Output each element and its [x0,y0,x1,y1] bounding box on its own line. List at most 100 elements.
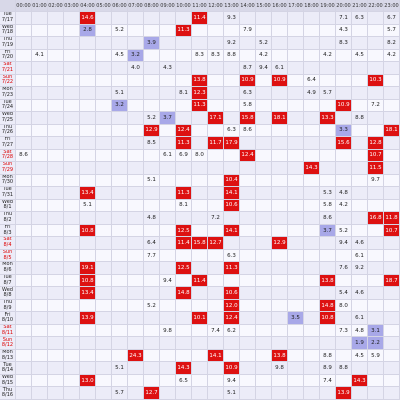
cell: 4.3 [160,62,176,75]
cell [240,262,256,275]
cell: 8.0 [336,299,352,313]
row-date: 7/19 [1,41,14,48]
row-day: Thu [2,124,13,130]
cell: 4.8 [352,324,368,338]
cell [128,237,144,250]
cell [48,299,64,313]
cell [272,49,288,63]
cell [272,187,288,200]
cell [176,62,192,75]
cell [128,212,144,225]
cell [128,12,144,25]
cell [176,299,192,313]
cell: 14.3 [304,162,320,175]
cell: 6.1 [352,249,368,263]
cell [16,287,32,300]
cell [240,187,256,200]
cell [144,324,160,338]
hour-header: 07:00 [128,0,144,12]
cell [288,299,304,313]
cell: 10.1 [192,312,208,325]
cell: 14.3 [176,362,192,375]
cell [32,312,48,325]
cell [112,162,128,175]
cell [144,149,160,163]
row-day: Wed [2,24,13,30]
cell [160,249,176,263]
cell [144,287,160,300]
cell [368,224,384,238]
cell: 7.2 [368,99,384,113]
row-date: 8/14 [1,367,14,374]
row-date: 8/9 [3,304,12,311]
cell [192,362,208,375]
row-label: Sun 7/22 [0,74,16,88]
cell: 8.3 [208,49,224,63]
cell [208,337,224,350]
row-day: Sun [2,337,13,343]
cell [368,112,384,125]
cell [96,199,112,213]
cell [368,312,384,325]
cell: 8.8 [336,362,352,375]
cell [16,362,32,375]
cell: 13.9 [336,387,352,400]
cell [16,337,32,350]
cell [16,299,32,313]
cell [288,199,304,213]
cell [240,162,256,175]
cell: 5.2 [256,37,272,50]
cell [80,299,96,313]
cell [32,349,48,363]
cell [352,162,368,175]
cell [384,199,400,213]
cell [176,324,192,338]
row-day: Tue [3,187,12,193]
cell: 9.3 [224,12,240,25]
cell [304,312,320,325]
cell: 5.2 [336,224,352,238]
row-label: Tue 7/31 [0,187,16,200]
cell [352,37,368,50]
cell [192,162,208,175]
row-day: Thu [2,299,13,306]
cell: 10.9 [336,99,352,113]
cell [16,62,32,75]
cell [384,312,400,325]
cell [384,62,400,75]
cell [304,174,320,188]
cell [128,112,144,125]
cell [112,37,128,50]
cell [352,362,368,375]
cell [208,162,224,175]
row-label: Fri 7/20 [0,49,16,63]
cell [96,87,112,100]
cell [64,12,80,25]
cell [16,274,32,288]
cell [336,87,352,100]
cell [32,187,48,200]
cell: 3.1 [368,324,384,338]
cell [304,387,320,400]
cell [96,49,112,63]
cell [16,12,32,25]
cell [16,349,32,363]
cell [48,374,64,388]
cell [144,12,160,25]
cell [240,212,256,225]
row-date: 8/8 [3,292,12,299]
cell [368,237,384,250]
row-day: Fri [4,224,11,230]
cell: 8.1 [176,87,192,100]
row-date: 8/15 [1,379,14,386]
cell [48,249,64,263]
cell [304,299,320,313]
row-label: Sun 7/29 [0,162,16,175]
row-day: Thu [2,37,13,43]
cell [48,287,64,300]
hour-header: 17:00 [288,0,304,12]
cell [256,124,272,138]
cell [224,112,240,125]
cell [240,299,256,313]
cell [32,87,48,100]
